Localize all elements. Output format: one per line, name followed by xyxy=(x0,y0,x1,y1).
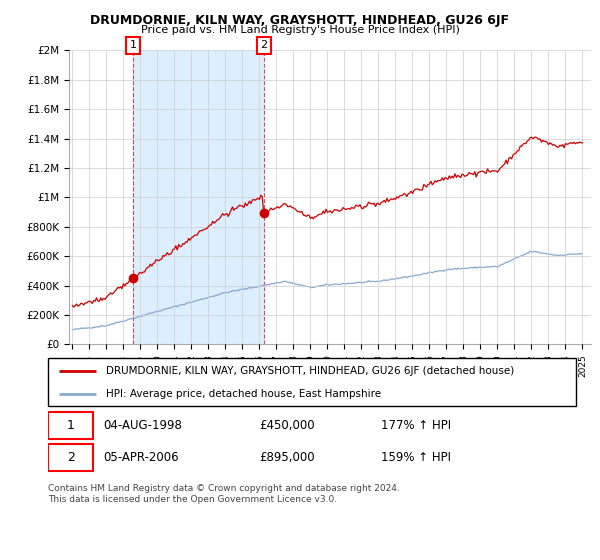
Bar xyxy=(133,50,263,344)
Text: DRUMDORNIE, KILN WAY, GRAYSHOTT, HINDHEAD, GU26 6JF (detached house): DRUMDORNIE, KILN WAY, GRAYSHOTT, HINDHEA… xyxy=(106,366,514,376)
Text: 159% ↑ HPI: 159% ↑ HPI xyxy=(380,451,451,464)
Text: 1: 1 xyxy=(130,40,137,50)
Text: DRUMDORNIE, KILN WAY, GRAYSHOTT, HINDHEAD, GU26 6JF: DRUMDORNIE, KILN WAY, GRAYSHOTT, HINDHEA… xyxy=(91,14,509,27)
FancyBboxPatch shape xyxy=(48,358,576,406)
Text: £895,000: £895,000 xyxy=(259,451,315,464)
Text: 04-AUG-1998: 04-AUG-1998 xyxy=(103,419,182,432)
FancyBboxPatch shape xyxy=(48,444,93,472)
Text: 2: 2 xyxy=(260,40,267,50)
Text: Price paid vs. HM Land Registry's House Price Index (HPI): Price paid vs. HM Land Registry's House … xyxy=(140,25,460,35)
Text: 05-APR-2006: 05-APR-2006 xyxy=(103,451,179,464)
Text: £450,000: £450,000 xyxy=(259,419,315,432)
Text: HPI: Average price, detached house, East Hampshire: HPI: Average price, detached house, East… xyxy=(106,389,381,399)
Text: 2: 2 xyxy=(67,451,74,464)
Text: 1: 1 xyxy=(67,419,74,432)
Text: 177% ↑ HPI: 177% ↑ HPI xyxy=(380,419,451,432)
Text: Contains HM Land Registry data © Crown copyright and database right 2024.
This d: Contains HM Land Registry data © Crown c… xyxy=(48,484,400,504)
FancyBboxPatch shape xyxy=(48,412,93,439)
